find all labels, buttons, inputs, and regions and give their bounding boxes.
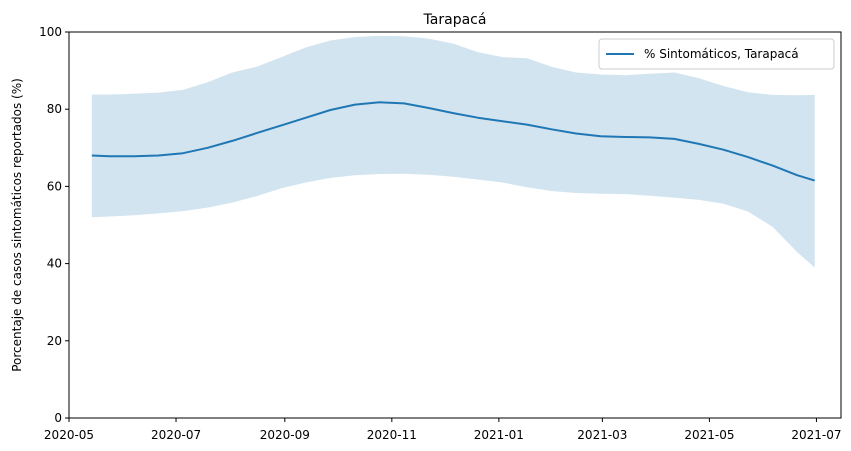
x-axis: 2020-05 2020-07 2020-09 2020-11 2021-01 2021-… [44, 418, 842, 442]
legend-label: % Sintomáticos, Tarapacá [644, 47, 799, 61]
legend-box [598, 38, 835, 70]
y-tick-label: 0 [54, 411, 62, 425]
y-axis: 0 20 40 60 80 100 [39, 25, 69, 425]
y-tick-label: 20 [47, 334, 62, 348]
legend: % Sintomáticos, Tarapacá [598, 38, 835, 70]
x-tick-label: 2021-03 [577, 428, 627, 442]
plot-area [68, 31, 842, 419]
x-tick-label: 2021-01 [474, 428, 524, 442]
y-tick-label: 60 [47, 179, 62, 193]
x-tick-label: 2021-07 [791, 428, 841, 442]
x-tick-label: 2020-05 [44, 428, 94, 442]
x-tick-label: 2020-11 [367, 428, 417, 442]
series-line-0 [91, 101, 815, 182]
confidence-bands [91, 35, 815, 268]
x-tick-label: 2020-07 [151, 428, 201, 442]
series-lines [91, 101, 815, 182]
y-tick-label: 80 [47, 102, 62, 116]
y-tick-label: 40 [47, 257, 62, 271]
confidence-band-0 [91, 35, 815, 268]
plot-frame [68, 31, 842, 419]
x-tick-label: 2021-05 [684, 428, 734, 442]
y-tick-label: 100 [39, 25, 62, 39]
y-axis-label: Porcentaje de casos sintomáticos reporta… [10, 78, 24, 372]
x-tick-label: 2020-09 [260, 428, 310, 442]
chart-title: Tarapacá [423, 12, 487, 28]
